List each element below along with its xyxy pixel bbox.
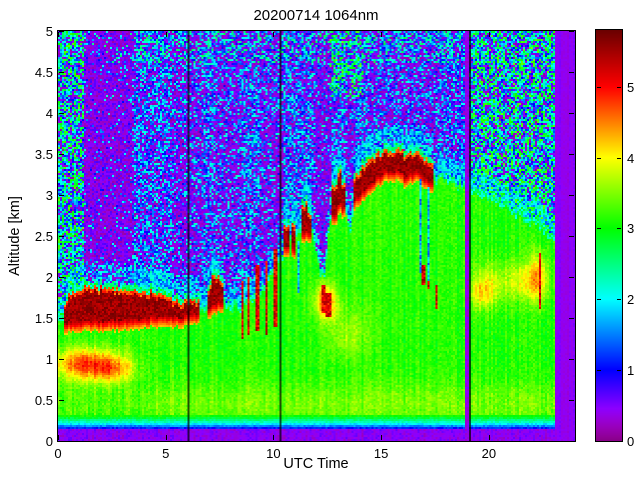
colorbar-tick-mark: [617, 157, 621, 159]
x-tick-label: 0: [54, 446, 62, 461]
y-tick-mark: [59, 441, 64, 442]
y-tick-mark: [569, 441, 574, 442]
y-tick-mark: [569, 400, 574, 401]
colorbar-tick-mark: [617, 370, 621, 372]
y-tick-label: 5: [45, 24, 53, 39]
y-tick-label: 4.5: [34, 65, 53, 80]
colorbar-gradient: [596, 30, 622, 441]
y-tick-label: 2.5: [34, 229, 53, 244]
x-tick-label: 15: [373, 446, 389, 461]
y-tick-mark: [569, 72, 574, 73]
colorbar-tick-mark: [617, 228, 621, 230]
x-tick-mark: [488, 435, 490, 440]
y-tick-label: 3.5: [34, 147, 53, 162]
y-tick-mark: [59, 113, 64, 114]
x-tick-mark: [273, 435, 275, 440]
colorbar-tick-label: 1: [627, 363, 635, 379]
x-axis-label: UTC Time: [283, 456, 349, 472]
colorbar-tick-mark: [597, 157, 601, 159]
y-tick-mark: [59, 31, 64, 32]
x-tick-label: 20: [481, 446, 497, 461]
x-tick-label: 5: [162, 446, 170, 461]
x-tick-mark: [165, 32, 167, 37]
y-tick-mark: [59, 359, 64, 360]
colorbar-tick-label: 4: [627, 150, 635, 166]
x-tick-mark: [58, 32, 59, 37]
y-tick-mark: [569, 154, 574, 155]
x-tick-mark: [273, 32, 275, 37]
y-tick-label: 1.5: [34, 311, 53, 326]
colorbar-tick-label: 2: [627, 292, 635, 308]
y-tick-mark: [59, 72, 64, 73]
y-tick-mark: [569, 31, 574, 32]
y-tick-mark: [569, 359, 574, 360]
x-tick-mark: [165, 435, 167, 440]
x-tick-mark: [58, 435, 59, 440]
x-tick-mark: [488, 32, 490, 37]
y-tick-mark: [59, 318, 64, 319]
y-tick-label: 4: [45, 106, 53, 121]
colorbar-tick-mark: [597, 86, 601, 88]
colorbar-tick-mark: [617, 299, 621, 301]
x-tick-label: 10: [266, 446, 281, 461]
colorbar-tick-mark: [597, 228, 601, 230]
y-tick-label: 0.5: [34, 393, 53, 408]
y-tick-mark: [59, 400, 64, 401]
y-tick-mark: [59, 236, 64, 237]
y-tick-label: 1: [45, 352, 53, 367]
y-tick-mark: [569, 318, 574, 319]
colorbar-tick-label: 0: [627, 434, 635, 449]
y-tick-mark: [59, 277, 64, 278]
colorbar-tick-mark: [617, 86, 621, 88]
colorbar-tick-label: 3: [627, 221, 635, 237]
y-tick-mark: [59, 154, 64, 155]
y-tick-mark: [569, 195, 574, 196]
colorbar-tick-mark: [597, 299, 601, 301]
y-tick-mark: [569, 113, 574, 114]
y-tick-label: 2: [45, 270, 53, 285]
colorbar-tick-mark: [597, 370, 601, 372]
heatmap-canvas: [58, 31, 575, 441]
colorbar-tick-label: 5: [627, 79, 635, 95]
y-tick-mark: [569, 236, 574, 237]
y-tick-label: 0: [45, 434, 53, 449]
chart-title: 20200714 1064nm: [253, 7, 379, 24]
x-tick-mark: [381, 32, 383, 37]
y-tick-mark: [569, 277, 574, 278]
x-tick-mark: [381, 435, 383, 440]
y-tick-label: 3: [45, 188, 53, 203]
y-tick-mark: [59, 195, 64, 196]
